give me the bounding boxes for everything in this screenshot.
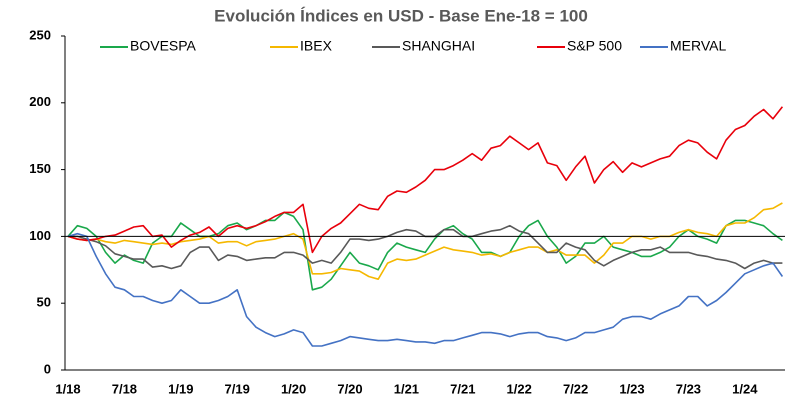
x-tick-label: 1/21 [394,381,419,396]
series-line [67,211,783,291]
y-tick-label: 250 [29,27,51,42]
y-tick-label: 0 [44,361,51,376]
x-tick-label: 7/21 [450,381,475,396]
x-tick-label: 1/23 [619,381,644,396]
x-tick-label: 7/19 [225,381,250,396]
y-tick-label: 150 [29,161,51,176]
legend-label: BOVESPA [130,38,197,54]
legend-label: SHANGHAI [402,38,475,54]
legend-label: S&P 500 [567,38,622,54]
legend-label: MERVAL [670,38,726,54]
x-tick-label: 1/24 [732,381,758,396]
x-tick-label: 1/18 [55,381,80,396]
x-tick-label: 1/20 [281,381,306,396]
y-tick-label: 50 [37,295,51,310]
chart-title: Evolución Índices en USD - Base Ene-18 =… [214,6,588,25]
series-line [67,232,784,347]
x-tick-label: 1/19 [168,381,193,396]
x-tick-label: 1/22 [507,381,532,396]
legend-label: IBEX [300,38,333,54]
x-tick-label: 7/22 [563,381,588,396]
x-tick-label: 7/23 [676,381,701,396]
y-tick-label: 200 [29,94,51,109]
x-tick-label: 7/18 [112,381,137,396]
x-tick-label: 7/20 [337,381,362,396]
y-tick-label: 100 [29,228,51,243]
